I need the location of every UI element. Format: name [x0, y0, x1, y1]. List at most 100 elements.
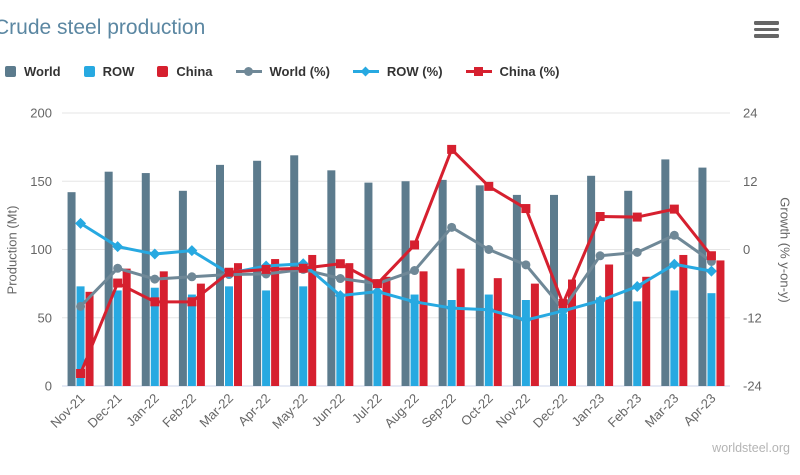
- context-menu-button[interactable]: [754, 21, 779, 41]
- point-china-[interactable]: [632, 212, 642, 222]
- bar-world[interactable]: [178, 190, 187, 386]
- bar-china[interactable]: [568, 279, 576, 386]
- point-china-[interactable]: [447, 144, 457, 154]
- bar-world[interactable]: [401, 181, 410, 386]
- bar-world[interactable]: [550, 194, 558, 386]
- point-china-[interactable]: [298, 263, 308, 273]
- point-world-[interactable]: [150, 274, 160, 284]
- point-row-[interactable]: [520, 314, 532, 326]
- bar-row[interactable]: [484, 294, 493, 386]
- legend-item-china-[interactable]: China (%): [465, 64, 559, 79]
- bar-row[interactable]: [373, 293, 382, 386]
- point-china-[interactable]: [261, 264, 271, 274]
- point-row-[interactable]: [483, 304, 495, 316]
- bar-world[interactable]: [67, 192, 76, 386]
- point-row-[interactable]: [705, 265, 717, 277]
- bar-world[interactable]: [475, 185, 484, 386]
- bar-china[interactable]: [679, 254, 688, 386]
- legend-item-row[interactable]: ROW: [83, 64, 134, 79]
- point-row-[interactable]: [112, 241, 124, 253]
- point-row-[interactable]: [371, 286, 383, 298]
- point-china-[interactable]: [484, 181, 494, 191]
- point-world-[interactable]: [595, 251, 605, 261]
- bar-china[interactable]: [642, 276, 651, 386]
- bar-china[interactable]: [456, 268, 465, 386]
- bar-china[interactable]: [308, 254, 317, 386]
- point-china-[interactable]: [669, 204, 679, 214]
- bar-row[interactable]: [707, 293, 716, 386]
- legend-item-row-[interactable]: ROW (%): [352, 64, 443, 79]
- point-china-[interactable]: [706, 251, 716, 261]
- point-row-[interactable]: [446, 302, 458, 314]
- bar-row[interactable]: [596, 297, 605, 386]
- bar-row[interactable]: [299, 286, 308, 386]
- point-world-[interactable]: [447, 222, 457, 232]
- point-row-[interactable]: [186, 245, 198, 257]
- bar-world[interactable]: [587, 175, 596, 386]
- point-china-[interactable]: [150, 297, 160, 307]
- point-china-[interactable]: [558, 299, 568, 309]
- point-china-[interactable]: [76, 368, 86, 378]
- bar-china[interactable]: [493, 278, 502, 386]
- point-china-[interactable]: [521, 204, 531, 214]
- bar-row[interactable]: [670, 290, 679, 386]
- point-row-[interactable]: [631, 280, 643, 292]
- point-row-[interactable]: [149, 248, 161, 260]
- bar-row[interactable]: [76, 286, 85, 386]
- bar-china[interactable]: [605, 264, 614, 386]
- bar-row[interactable]: [150, 287, 159, 386]
- point-world-[interactable]: [76, 301, 86, 311]
- point-row-[interactable]: [668, 258, 680, 270]
- point-row-[interactable]: [594, 295, 606, 307]
- point-row-[interactable]: [75, 217, 87, 229]
- point-row-[interactable]: [557, 305, 569, 317]
- bar-row[interactable]: [113, 290, 122, 386]
- bar-china[interactable]: [271, 259, 280, 386]
- point-world-[interactable]: [521, 260, 531, 270]
- bar-china[interactable]: [382, 276, 391, 386]
- bar-row[interactable]: [336, 294, 345, 386]
- bar-world[interactable]: [661, 159, 670, 386]
- bar-row[interactable]: [521, 300, 530, 386]
- legend-item-world-[interactable]: World (%): [235, 64, 330, 79]
- point-world-[interactable]: [484, 245, 494, 254]
- point-china-[interactable]: [187, 297, 197, 307]
- bar-row[interactable]: [633, 301, 642, 386]
- point-china-[interactable]: [113, 278, 123, 288]
- point-world-[interactable]: [410, 266, 420, 276]
- point-world-[interactable]: [669, 230, 679, 240]
- point-world-[interactable]: [187, 272, 197, 282]
- legend-item-china[interactable]: China: [157, 64, 213, 79]
- point-china-[interactable]: [372, 279, 382, 289]
- point-world-[interactable]: [632, 247, 642, 257]
- bar-china[interactable]: [122, 268, 131, 386]
- bar-china[interactable]: [196, 283, 205, 386]
- point-world-[interactable]: [113, 263, 123, 273]
- bar-row[interactable]: [410, 294, 419, 386]
- legend-item-world[interactable]: World: [5, 64, 61, 79]
- point-row-[interactable]: [409, 296, 421, 308]
- bar-china[interactable]: [419, 271, 428, 386]
- bar-china[interactable]: [530, 283, 539, 386]
- point-row-[interactable]: [334, 290, 346, 302]
- bar-world[interactable]: [512, 194, 521, 386]
- bar-china[interactable]: [345, 263, 354, 386]
- bar-world[interactable]: [327, 170, 336, 386]
- bar-china[interactable]: [234, 263, 242, 386]
- bar-world[interactable]: [364, 182, 373, 386]
- bar-world[interactable]: [698, 167, 707, 386]
- point-china-[interactable]: [335, 259, 345, 269]
- bar-world[interactable]: [141, 173, 150, 386]
- bar-row[interactable]: [559, 313, 567, 386]
- bar-china[interactable]: [159, 271, 168, 386]
- bar-china[interactable]: [716, 260, 725, 386]
- bar-row[interactable]: [262, 290, 271, 386]
- bar-china[interactable]: [85, 291, 94, 386]
- point-world-[interactable]: [335, 274, 345, 284]
- bar-world[interactable]: [438, 179, 447, 386]
- bar-row[interactable]: [187, 294, 196, 386]
- point-china-[interactable]: [410, 240, 420, 250]
- bar-row[interactable]: [447, 300, 456, 386]
- point-china-[interactable]: [224, 267, 234, 277]
- bar-row[interactable]: [225, 286, 233, 386]
